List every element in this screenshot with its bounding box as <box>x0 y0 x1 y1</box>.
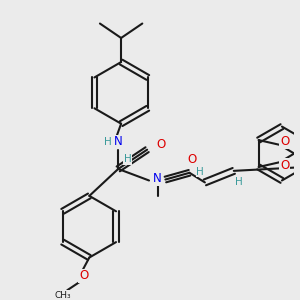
Text: N: N <box>114 136 123 148</box>
Text: N: N <box>153 172 162 185</box>
Text: CH₃: CH₃ <box>54 291 71 300</box>
Text: O: O <box>156 138 165 152</box>
Text: O: O <box>79 269 88 282</box>
Text: H: H <box>124 154 132 164</box>
Text: H: H <box>235 177 242 188</box>
Text: O: O <box>280 136 289 148</box>
Text: H: H <box>104 137 112 147</box>
Text: H: H <box>196 167 204 177</box>
Text: O: O <box>280 159 289 172</box>
Text: O: O <box>188 153 197 166</box>
